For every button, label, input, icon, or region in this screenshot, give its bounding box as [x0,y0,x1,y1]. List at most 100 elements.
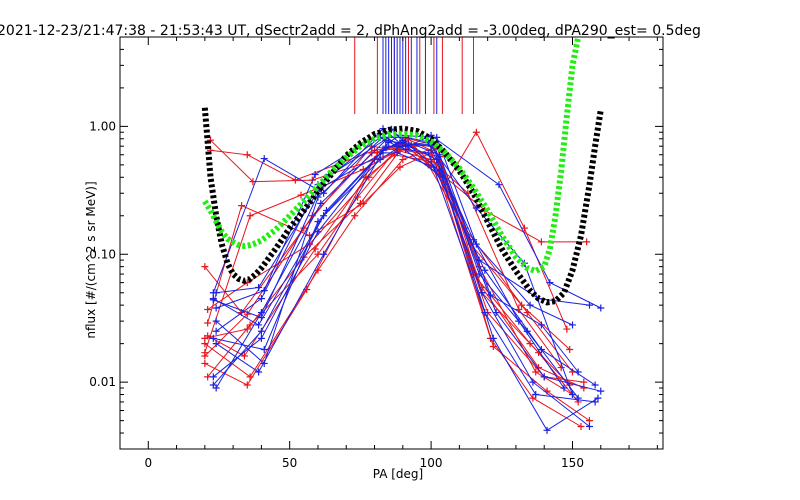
series-point [260,359,268,367]
series-point [540,373,548,381]
series-point [529,378,537,386]
series-point [481,266,489,274]
vertical-markers [354,37,475,114]
series-point [580,378,588,386]
series-point [238,202,246,210]
series-point [532,368,540,376]
series-point [212,327,220,335]
series-point [591,381,599,389]
series-point [255,368,263,376]
series-point [260,155,268,163]
y-tick-label: 1.00 [89,119,116,133]
series-point [583,238,591,246]
series-point [532,391,540,399]
series-point [563,325,571,333]
series-point [472,128,480,136]
y-tick-label: 0.01 [89,375,116,389]
series-point [359,199,367,207]
series-point [393,149,401,157]
series-point [526,340,534,348]
series-point [243,381,251,389]
series-point [546,279,554,287]
series-point [314,218,322,226]
series-point [489,334,497,342]
series-point [257,314,265,322]
series-point [204,332,212,340]
series-point [472,204,480,212]
series-point [569,391,576,399]
y-tick-label: 0.10 [89,247,116,261]
series-point [399,138,407,146]
series-point [317,199,325,207]
series-point [597,387,605,395]
series-point [560,384,568,392]
plot-frame [119,36,664,450]
series-point [430,163,438,171]
series-point [314,228,322,236]
series-point [201,352,209,360]
series-point [291,176,299,184]
series-point [204,305,212,313]
series-point [201,340,209,348]
series-point [246,212,254,220]
series-point [376,156,384,164]
x-tick-label: 50 [282,456,297,470]
series-point [257,327,265,335]
series-point [569,321,576,329]
series-point [257,334,265,342]
series-point [311,245,319,253]
series-point [518,301,526,309]
series-point [585,422,593,430]
series-point [297,191,305,199]
chart-title: 2021-12-23/21:47:38 - 21:53:43 UT, dSect… [0,23,701,39]
series-point [314,266,322,274]
series-point [585,417,593,425]
series-point [537,238,545,246]
series-point [577,422,585,430]
series-point [396,142,404,150]
axes: 0 50 100 150 0.01 0.10 1.00 [89,36,664,470]
series-point [574,368,582,376]
series-point [257,295,265,303]
series-point [526,301,534,309]
series-point [260,287,268,295]
series-point [368,149,376,157]
green-fit-curve [202,36,582,275]
x-axis-label: PA [deg] [373,467,423,481]
series-point [351,212,359,220]
series-point [209,373,217,381]
series-point [204,319,212,327]
series-point [492,309,500,317]
series-point [543,426,551,434]
series-point [557,364,565,372]
series-point [436,151,444,159]
series-point [246,373,254,381]
series-point [396,163,404,171]
series-point [399,156,407,164]
series-point [240,352,248,360]
series-point [209,296,217,304]
series-point [243,151,251,159]
series-point [489,342,497,350]
series-point [209,334,217,342]
series-point [475,256,483,264]
series-point [260,345,268,353]
series-point [597,304,605,312]
series-point [212,304,220,312]
series-point [585,301,593,309]
x-tick-label: 150 [561,456,584,470]
series-point [201,359,209,367]
series-point [495,181,503,189]
series-point [255,321,263,329]
series-point [320,189,328,197]
x-tick-label: 0 [144,456,152,470]
series-point [255,283,263,291]
series-point [212,340,220,348]
series-point [246,321,254,329]
series-point [594,394,602,402]
series-point [433,156,441,164]
series-point [436,167,444,175]
series-point [209,381,217,389]
y-axis-label: nflux [#/(cm^2 s sr MeV)] [84,181,98,338]
